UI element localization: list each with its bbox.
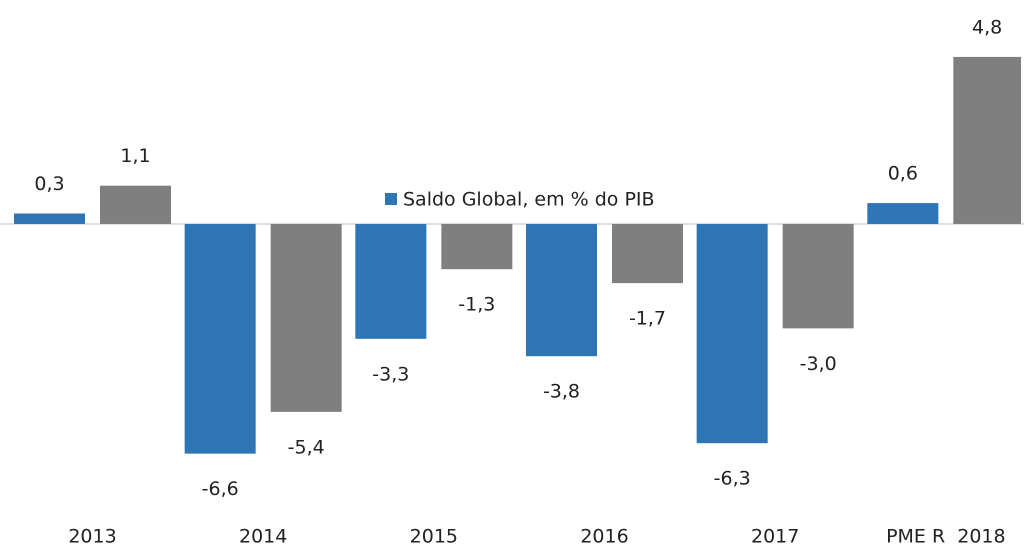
bar: [696, 223, 768, 444]
value-label: -3,3: [372, 363, 409, 385]
value-label: -1,7: [629, 308, 666, 330]
x-tick-label: 2013: [68, 526, 116, 548]
value-label: -3,0: [800, 353, 837, 375]
value-label: -5,4: [288, 436, 325, 458]
bar: [526, 223, 597, 357]
legend-label: Saldo Global, em % do PIB: [403, 189, 655, 211]
value-label: 0,3: [34, 173, 64, 195]
bar: [441, 223, 513, 270]
legend-swatch: [385, 193, 397, 205]
x-tick-label: 2014: [239, 526, 287, 548]
value-label: -6,6: [202, 478, 239, 500]
bar: [953, 56, 1021, 224]
x-tick-label: 2017: [751, 526, 799, 548]
value-label: 4,8: [972, 16, 1002, 38]
bar: [867, 203, 939, 224]
bar: [270, 223, 342, 412]
bar: [355, 223, 427, 339]
bar: [14, 213, 85, 224]
bar: [782, 223, 854, 329]
value-label: 0,6: [888, 163, 918, 185]
bar: [612, 223, 683, 284]
bar: [184, 223, 256, 454]
value-label: 1,1: [120, 145, 150, 167]
x-tick-label: PME R 2018: [886, 526, 1006, 548]
x-tick-label: 2015: [410, 526, 458, 548]
value-label: -1,3: [458, 294, 495, 316]
x-tick-label: 2016: [580, 526, 628, 548]
bar: [100, 185, 171, 224]
value-label: -3,8: [543, 381, 580, 403]
value-label: -6,3: [714, 468, 751, 490]
